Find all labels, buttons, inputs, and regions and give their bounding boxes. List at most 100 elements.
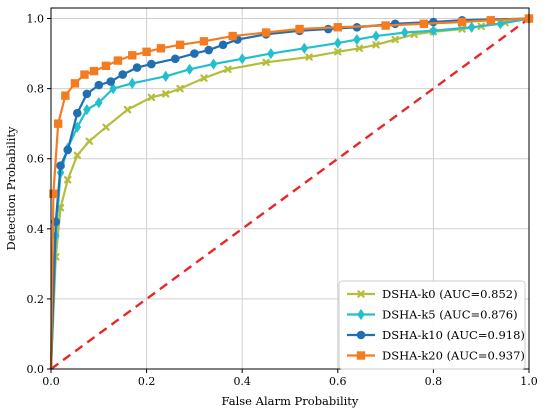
data-point-2 (390, 19, 400, 29)
data-point-1 (128, 77, 137, 89)
data-point-1 (467, 21, 476, 33)
data-point-3 (89, 66, 99, 76)
data-point-2 (218, 40, 228, 50)
data-point-0 (305, 53, 313, 61)
x-tick-label: 0.0 (42, 375, 60, 388)
data-point-1 (209, 58, 218, 70)
data-point-3 (457, 17, 467, 27)
y-tick-label: 0.6 (27, 153, 45, 166)
data-point-0 (73, 151, 81, 159)
data-point-0 (224, 65, 232, 73)
data-point-2 (94, 80, 104, 90)
y-tick-label: 0.0 (27, 363, 45, 376)
data-point-1 (109, 83, 117, 95)
x-tick-label: 0.8 (425, 375, 443, 388)
data-point-2 (147, 59, 156, 69)
x-tick-label: 0.6 (329, 375, 347, 388)
data-point-3 (101, 61, 111, 71)
data-point-2 (118, 70, 127, 79)
data-point-3 (295, 24, 304, 34)
data-point-3 (228, 31, 237, 41)
x-tick-label: 0.4 (233, 375, 251, 388)
data-point-0 (123, 106, 132, 114)
data-point-2 (106, 77, 116, 86)
y-tick-label: 0.8 (27, 83, 45, 96)
legend-marker-0 (357, 290, 365, 298)
data-point-2 (63, 145, 73, 155)
data-point-3 (261, 28, 271, 37)
data-point-0 (176, 85, 184, 93)
data-point-2 (323, 24, 333, 34)
y-tick-label: 0.2 (27, 293, 45, 306)
data-point-0 (355, 44, 363, 52)
legend-marker-2 (356, 330, 366, 340)
data-point-3 (70, 79, 80, 88)
x-tick-label: 1.0 (520, 375, 538, 388)
x-tick-label: 0.2 (138, 375, 156, 388)
data-point-3 (128, 51, 137, 60)
legend-entry-2: DSHA-k10 (AUC=0.918) (382, 328, 525, 342)
data-point-0 (85, 137, 93, 145)
data-point-2 (170, 54, 180, 64)
plot-frame (50, 7, 530, 370)
data-point-1 (300, 42, 309, 54)
data-point-0 (391, 35, 399, 44)
data-point-1 (496, 18, 505, 30)
data-point-2 (429, 17, 438, 27)
data-point-0 (262, 58, 270, 66)
data-point-3 (199, 37, 209, 46)
data-point-3 (419, 19, 429, 28)
data-point-1 (400, 26, 409, 39)
legend-marker-3 (356, 351, 366, 360)
y-axis-label: Detection Probability (4, 126, 18, 251)
data-point-3 (333, 23, 342, 32)
legend: DSHA-k0 (AUC=0.852) DSHA-k5 (AUC=0.876) DS… (338, 280, 526, 370)
reference-layer (50, 17, 530, 370)
data-point-0 (102, 123, 110, 131)
data-point-1 (95, 97, 103, 109)
data-point-0 (162, 90, 170, 98)
data-point-0 (372, 41, 380, 49)
data-point-3 (175, 40, 185, 50)
data-point-1 (267, 47, 275, 60)
data-point-1 (429, 25, 438, 37)
data-point-3 (156, 44, 166, 53)
legend-entry-3: DSHA-k20 (AUC=0.937) (382, 349, 525, 363)
data-point-3 (113, 56, 123, 65)
data-point-1 (83, 104, 91, 116)
data-point-2 (56, 161, 65, 171)
reference-diagonal-line (50, 17, 530, 370)
data-point-0 (64, 176, 72, 184)
data-point-2 (82, 89, 92, 99)
data-point-3 (80, 70, 89, 79)
y-tick-label: 1.0 (27, 13, 45, 26)
legend-entry-0: DSHA-k0 (AUC=0.852) (382, 287, 518, 301)
data-point-1 (334, 37, 342, 49)
data-point-3 (142, 47, 151, 57)
tick-layer: 0.0 0.2 0.4 0.6 0.8 1.0 0.0 0.2 0.4 0.6 0.8 1.0 (27, 13, 538, 388)
data-point-2 (132, 63, 142, 72)
data-point-3 (49, 189, 58, 198)
data-point-3 (381, 21, 390, 30)
legend-marker-1 (357, 308, 365, 321)
legend-box (338, 280, 526, 370)
data-point-2 (204, 45, 214, 55)
series-layer (49, 12, 534, 370)
data-point-0 (147, 93, 155, 101)
data-point-1 (353, 33, 361, 46)
data-point-3 (61, 91, 70, 100)
data-point-2 (72, 108, 82, 118)
data-point-1 (238, 53, 246, 65)
data-point-1 (161, 70, 170, 82)
y-tick-label: 0.4 (27, 223, 45, 236)
legend-entry-1: DSHA-k5 (AUC=0.876) (382, 308, 518, 322)
x-axis-label: False Alarm Probability (222, 394, 359, 408)
data-point-1 (372, 30, 380, 42)
data-point-0 (334, 48, 342, 56)
data-point-3 (486, 16, 495, 25)
data-point-3 (53, 119, 63, 128)
data-point-0 (200, 74, 208, 82)
data-point-1 (185, 63, 194, 75)
